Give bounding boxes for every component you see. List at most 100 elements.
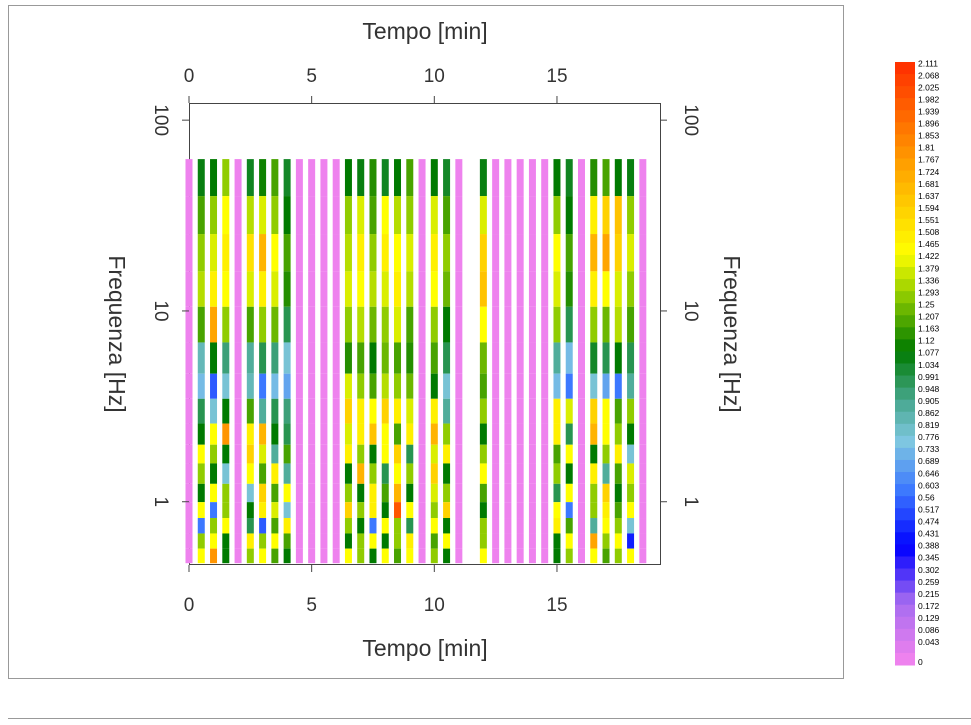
- cell: [222, 373, 230, 399]
- colorbar-band: [895, 218, 915, 232]
- cell: [344, 533, 352, 549]
- cell: [590, 463, 598, 484]
- colorbar-label: 0.56: [918, 492, 935, 502]
- cell: [528, 196, 536, 235]
- cell: [528, 373, 536, 399]
- cell: [320, 271, 328, 307]
- cell: [406, 234, 414, 272]
- cell: [320, 306, 328, 343]
- cell: [246, 444, 254, 464]
- cell: [627, 398, 635, 424]
- cell: [234, 518, 242, 534]
- cell: [528, 234, 536, 272]
- x-tick-label: 15: [546, 595, 567, 616]
- cell: [614, 398, 622, 424]
- cell: [259, 444, 267, 464]
- cell: [602, 463, 610, 484]
- cell: [357, 444, 365, 464]
- cell: [627, 159, 635, 197]
- cell: [283, 463, 291, 484]
- cell: [369, 483, 377, 503]
- cell: [197, 398, 205, 424]
- cell: [222, 196, 230, 235]
- cell: [541, 548, 549, 564]
- cell: [639, 234, 647, 272]
- colorbar-label: 0.259: [918, 577, 940, 587]
- cell: [492, 271, 500, 307]
- cell: [443, 398, 451, 424]
- cell: [614, 483, 622, 503]
- cell: [320, 373, 328, 399]
- cell: [344, 423, 352, 445]
- cell: [271, 463, 279, 484]
- cell: [295, 548, 303, 564]
- cell: [479, 533, 487, 549]
- cell: [516, 342, 524, 374]
- cell: [369, 234, 377, 272]
- x-tick-label: 10: [424, 66, 445, 87]
- cell: [271, 306, 279, 343]
- cell: [369, 398, 377, 424]
- cell: [602, 342, 610, 374]
- cell: [332, 548, 340, 564]
- x-tick-label: 5: [306, 66, 317, 87]
- cell: [565, 196, 573, 235]
- cell: [210, 342, 218, 374]
- cell: [553, 444, 561, 464]
- cell: [394, 548, 402, 564]
- cell: [418, 444, 426, 464]
- cell: [283, 444, 291, 464]
- cell: [639, 483, 647, 503]
- cell: [627, 444, 635, 464]
- cell: [492, 483, 500, 503]
- colorbar-label: 1.896: [918, 119, 940, 129]
- cell: [222, 271, 230, 307]
- cell: [271, 502, 279, 519]
- cell: [565, 271, 573, 307]
- cell: [271, 234, 279, 272]
- cell: [639, 423, 647, 445]
- cell: [455, 444, 463, 464]
- cell: [553, 398, 561, 424]
- colorbar-band: [895, 230, 915, 244]
- colorbar-band: [895, 315, 915, 328]
- colorbar-band: [895, 532, 915, 545]
- cell: [210, 373, 218, 399]
- cell: [578, 502, 585, 519]
- cell: [528, 463, 536, 484]
- cell: [394, 444, 402, 464]
- cell: [369, 342, 377, 374]
- cell: [259, 502, 267, 519]
- cell: [332, 271, 340, 307]
- cell: [222, 502, 230, 519]
- cell: [185, 483, 193, 503]
- cell: [197, 444, 205, 464]
- cell: [357, 342, 365, 374]
- colorbar-label: 1.422: [918, 251, 940, 261]
- cell: [602, 502, 610, 519]
- cell: [369, 271, 377, 307]
- cell: [259, 483, 267, 503]
- cell: [357, 271, 365, 307]
- cell: [541, 533, 549, 549]
- cell: [185, 398, 193, 424]
- cell: [222, 159, 230, 197]
- cell: [516, 548, 524, 564]
- cell: [627, 518, 635, 534]
- cell: [541, 306, 549, 343]
- cell: [443, 423, 451, 445]
- cell: [234, 444, 242, 464]
- cell: [308, 518, 316, 534]
- colorbar-band: [895, 182, 915, 196]
- cell: [185, 423, 193, 445]
- cell: [320, 463, 328, 484]
- cell: [627, 306, 635, 343]
- cell: [430, 444, 438, 464]
- y-tick-label: 1: [680, 496, 701, 507]
- cell: [614, 463, 622, 484]
- cell: [246, 373, 254, 399]
- cell: [369, 502, 377, 519]
- cell: [455, 159, 463, 197]
- cell: [332, 398, 340, 424]
- cell: [455, 234, 463, 272]
